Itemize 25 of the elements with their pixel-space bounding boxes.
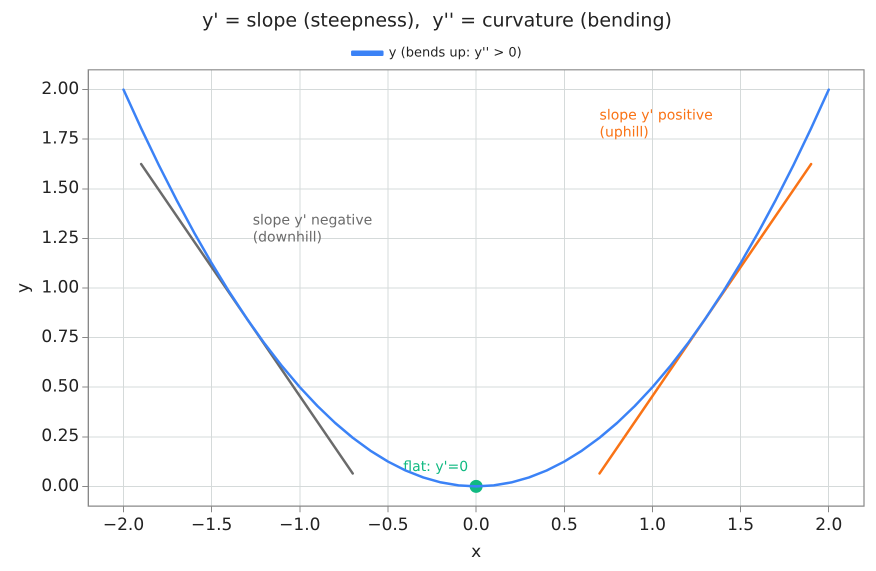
y-tick-label: 0.50 xyxy=(41,376,80,397)
y-tick-label: 2.00 xyxy=(41,79,80,100)
x-tick-label: 0.5 xyxy=(550,514,578,535)
x-tick-label: 1.5 xyxy=(727,514,754,535)
annotation: slope y' positive (uphill) xyxy=(600,108,713,141)
y-tick-label: 1.00 xyxy=(41,277,80,298)
y-tick-label: 1.25 xyxy=(41,228,80,248)
y-axis-title: y xyxy=(14,282,34,294)
x-tick-label: −1.5 xyxy=(191,514,232,535)
x-tick-label: 2.0 xyxy=(815,514,842,535)
x-tick-label: 0.0 xyxy=(462,514,490,535)
x-axis-title: x xyxy=(471,542,482,562)
x-tick-label: −1.0 xyxy=(279,514,320,535)
x-tick-label: 1.0 xyxy=(638,514,666,535)
annotation: flat: y'=0 xyxy=(403,459,468,476)
chart-title: y' = slope (steepness), y'' = curvature (bending) xyxy=(202,9,672,32)
y-tick-label: 0.75 xyxy=(41,327,80,348)
y-tick-label: 1.50 xyxy=(41,178,80,198)
annotation: slope y' negative (downhill) xyxy=(252,212,372,246)
x-tick-label: −0.5 xyxy=(367,514,409,535)
y-tick-label: 0.25 xyxy=(41,426,80,446)
y-tick-label: 1.75 xyxy=(41,128,80,149)
legend-label: y (bends up: y'' > 0) xyxy=(388,46,522,61)
y-tick-label: 0.00 xyxy=(41,476,80,496)
x-tick-label: −2.0 xyxy=(102,514,144,535)
